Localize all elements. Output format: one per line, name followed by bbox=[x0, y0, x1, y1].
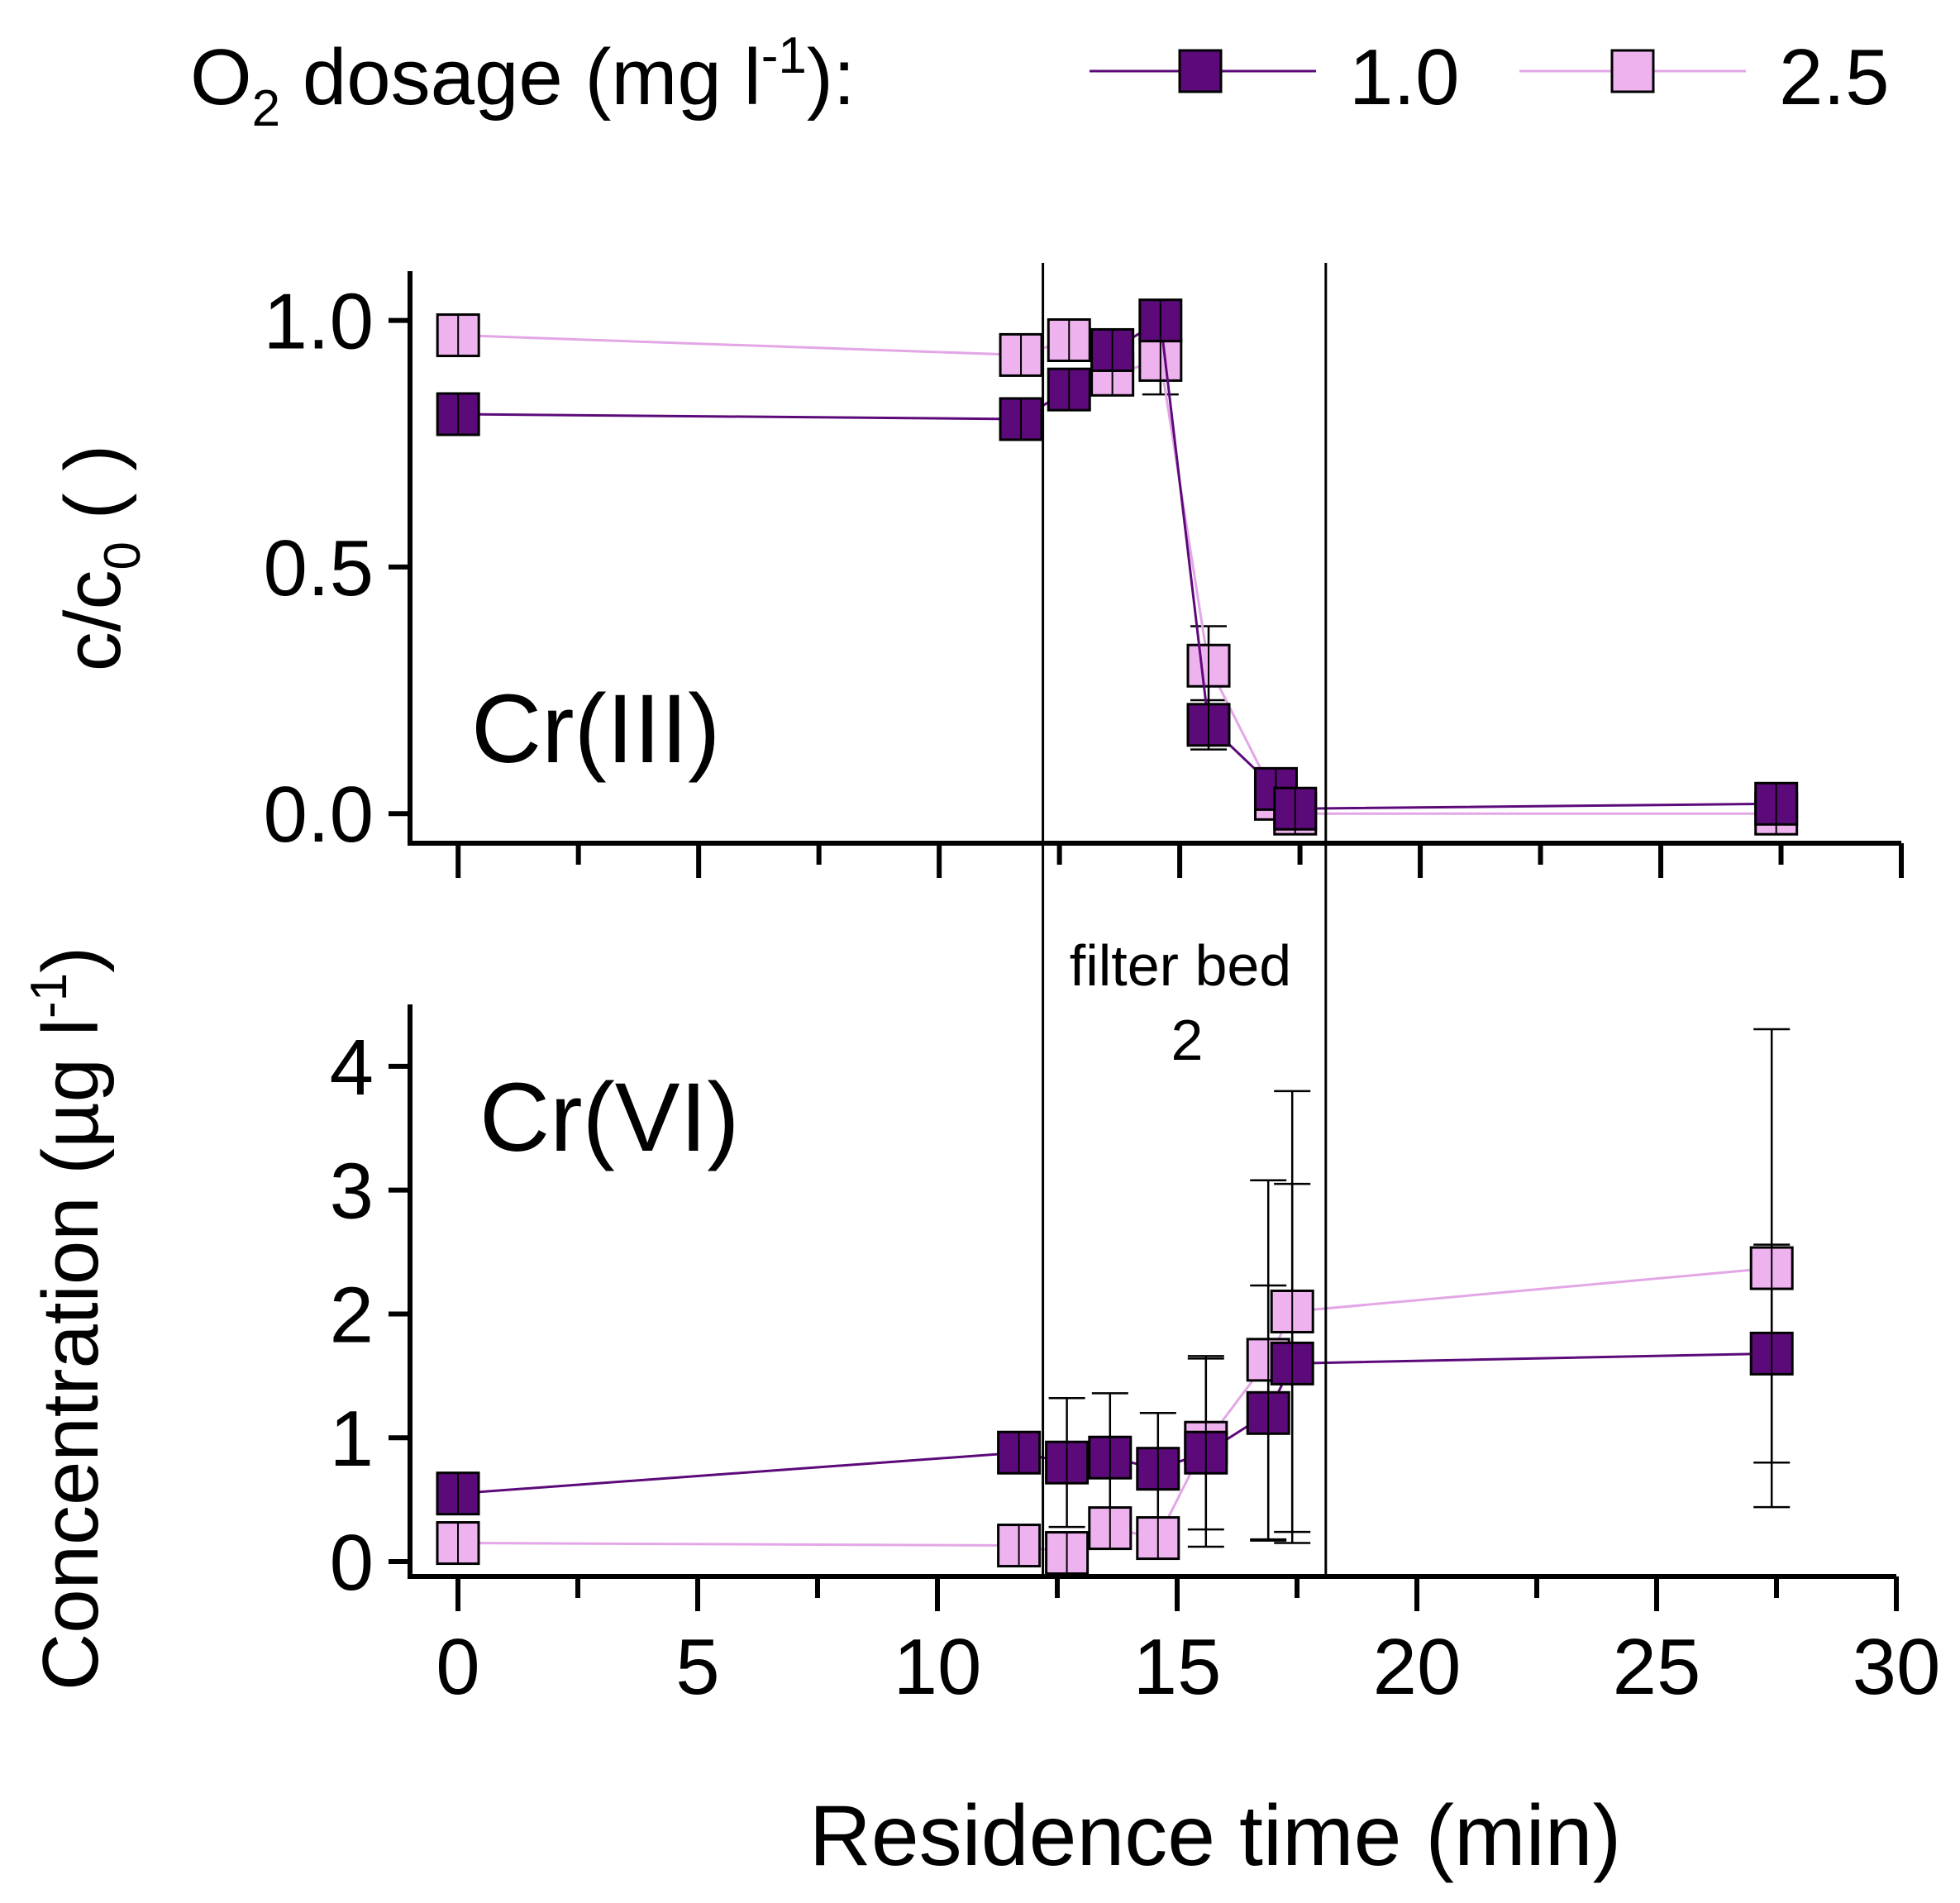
y-tick-label: 3 bbox=[330, 1147, 374, 1236]
series-1-0 bbox=[436, 1331, 1794, 1516]
legend-label-1-0: 1.0 bbox=[1349, 33, 1459, 122]
series-2-5 bbox=[436, 1246, 1794, 1576]
y-tick-label: 1 bbox=[330, 1395, 374, 1483]
x-tick-label: 0 bbox=[436, 1623, 479, 1711]
x-tick-label: 15 bbox=[1133, 1623, 1222, 1711]
panel-title-cr-vi: Cr(VI) bbox=[479, 1063, 740, 1172]
y-ticks: 0.0 0.5 1.0 bbox=[264, 278, 410, 859]
y-tick-label: 0 bbox=[330, 1519, 374, 1607]
y-tick-label: 0.5 bbox=[264, 524, 374, 613]
legend-marker-1-0 bbox=[1178, 49, 1223, 93]
panel-title-cr-iii: Cr(III) bbox=[471, 675, 720, 784]
x-axis-label: Residence time (min) bbox=[809, 1788, 1622, 1884]
series-1-0 bbox=[436, 298, 1799, 831]
legend-title: O2 dosage (mg l-1): bbox=[190, 27, 856, 137]
panel-cr-iii: 0.0 0.5 1.0 Cr(III) c/c0 ( ) bbox=[49, 271, 1904, 878]
filter-bed-region: filter bed 2 bbox=[1042, 263, 1328, 1576]
x-tick-label: 30 bbox=[1853, 1623, 1941, 1711]
y-axis-label-cr-iii: c/c0 ( ) bbox=[49, 445, 151, 671]
filter-bed-number: 2 bbox=[1171, 1008, 1204, 1072]
legend-marker-2-5 bbox=[1610, 49, 1655, 93]
filter-bed-label: filter bed bbox=[1070, 933, 1291, 998]
y-tick-label: 1.0 bbox=[264, 278, 374, 366]
legend: O2 dosage (mg l-1): 1.0 2.5 bbox=[190, 27, 1889, 137]
x-ticks bbox=[455, 843, 1904, 878]
panel-cr-vi: 0 1 2 3 4 0 5 10 15 20 25 30 Cr(VI) Concentration … bbox=[21, 947, 1940, 1884]
x-tick-label: 25 bbox=[1613, 1623, 1701, 1711]
y-axis-label-cr-vi: Concentration (µg l-1) bbox=[21, 947, 115, 1691]
x-tick-label: 10 bbox=[894, 1623, 982, 1711]
y-tick-label: 4 bbox=[330, 1023, 374, 1112]
x-tick-label: 20 bbox=[1373, 1623, 1462, 1711]
y-ticks: 0 1 2 3 4 bbox=[330, 1023, 410, 1607]
y-tick-label: 2 bbox=[330, 1271, 374, 1359]
x-ticks: 0 5 10 15 20 25 30 bbox=[436, 1576, 1940, 1711]
x-tick-label: 5 bbox=[675, 1623, 719, 1711]
legend-label-2-5: 2.5 bbox=[1779, 33, 1889, 122]
y-tick-label: 0.0 bbox=[264, 770, 374, 859]
